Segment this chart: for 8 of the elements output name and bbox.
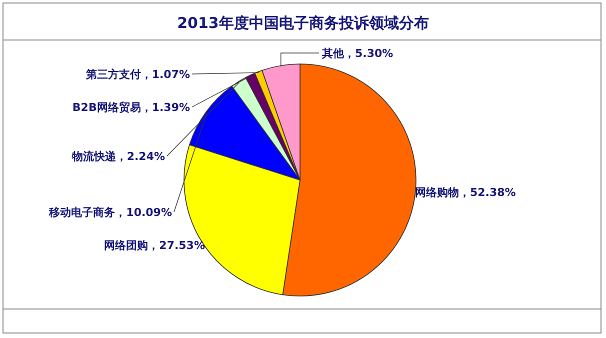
slice-label: 第三方支付，1.07% <box>84 68 190 81</box>
chart-title: 2013年度中国电子商务投诉领域分布 <box>177 14 429 32</box>
slice-label: 移动电子商务，10.09% <box>48 206 172 219</box>
slice-label: 网络购物，52.38% <box>415 186 516 199</box>
slice-label: 网络团购，27.53% <box>104 239 205 252</box>
slice-label: B2B网络贸易，1.39% <box>72 101 190 114</box>
slice-label: 其他，5.30% <box>321 47 394 60</box>
slice-label: 物流快递，2.24% <box>70 150 165 163</box>
